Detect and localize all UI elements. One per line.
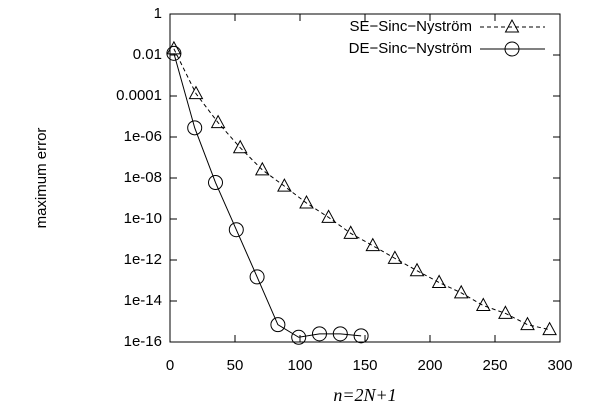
x-tick-label: 200: [417, 357, 442, 374]
data-point: [299, 194, 314, 209]
y-tick-label: 1e-14: [124, 292, 162, 309]
data-point: [188, 85, 204, 100]
data-point: [277, 178, 292, 192]
y-tick-label: 1e-16: [124, 333, 162, 350]
data-point: [498, 305, 513, 319]
data-point: [249, 269, 265, 285]
legend-marker: [504, 18, 520, 33]
legend-label: DE−Sinc−Nyström: [349, 40, 472, 57]
data-point: [542, 321, 557, 336]
data-point: [475, 297, 491, 312]
x-tick-label: 250: [482, 357, 507, 374]
data-point: [365, 237, 381, 252]
y-tick-label: 1e-12: [124, 251, 162, 268]
legend-marker: [504, 41, 520, 57]
y-tick-label: 0.01: [133, 46, 162, 63]
y-tick-label: 1e-08: [124, 169, 162, 186]
y-tick-label: 1e-10: [124, 210, 162, 227]
data-point: [312, 326, 327, 342]
plot-frame: [169, 13, 561, 343]
series-line: [173, 48, 550, 331]
data-point: [228, 222, 244, 238]
data-point: [291, 329, 307, 345]
x-tick-label: 150: [352, 357, 377, 374]
data-point: [270, 317, 286, 333]
x-tick-label: 300: [547, 357, 572, 374]
data-point: [343, 225, 359, 239]
legend-label: SE−Sinc−Nyström: [349, 18, 472, 35]
x-tick-label: 0: [166, 357, 174, 374]
data-point: [254, 161, 270, 176]
data-point: [431, 274, 447, 288]
series-line: [173, 53, 362, 338]
data-point: [166, 45, 182, 61]
data-point: [208, 175, 223, 191]
data-point: [321, 209, 336, 223]
data-point: [520, 316, 535, 331]
y-tick-label: 0.0001: [116, 87, 162, 104]
data-point: [232, 139, 248, 154]
data-point: [387, 250, 403, 264]
data-point: [453, 284, 469, 299]
data-point: [187, 120, 203, 136]
data-point: [409, 262, 425, 277]
data-point: [210, 114, 226, 129]
data-point: [332, 326, 348, 342]
x-tick-label: 100: [287, 357, 312, 374]
y-tick-label: 1: [154, 5, 162, 22]
x-tick-label: 50: [227, 357, 244, 374]
x-axis-label: n=2N+1: [333, 385, 396, 405]
data-point: [353, 328, 369, 344]
y-axis-label: maximum error: [33, 128, 50, 229]
y-tick-label: 1e-06: [124, 128, 162, 145]
